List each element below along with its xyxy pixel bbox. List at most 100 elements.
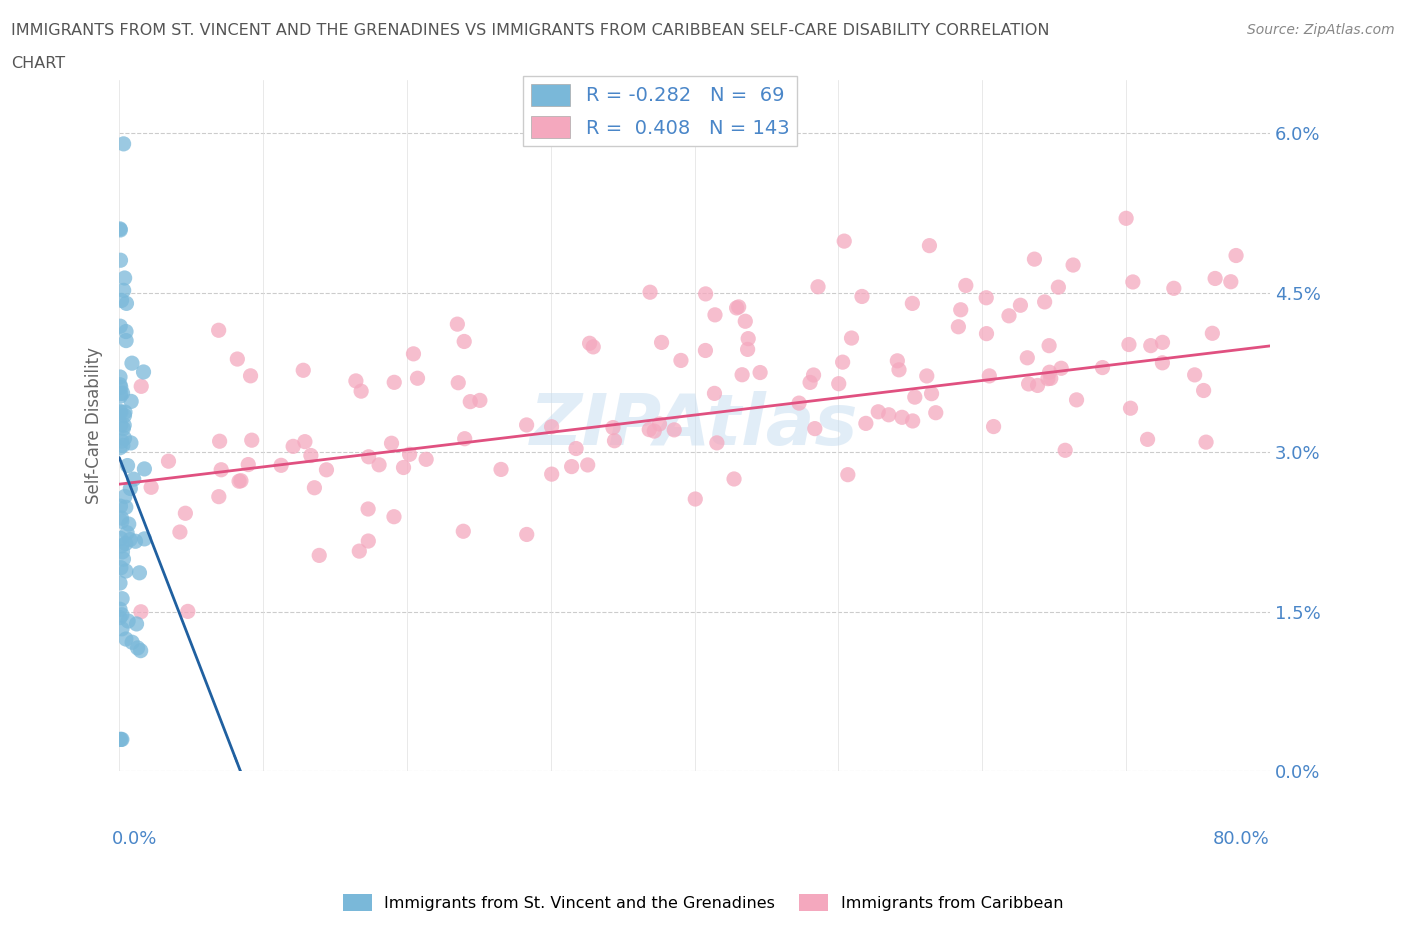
Point: [117, 458, 139, 473]
Point: [565, 441, 588, 456]
Point: [1163, 281, 1185, 296]
Point: [1026, 378, 1049, 392]
Point: [121, 635, 143, 650]
Point: [664, 422, 686, 437]
Point: [787, 395, 810, 410]
Point: [110, 389, 132, 404]
Point: [110, 386, 132, 401]
Point: [120, 435, 142, 450]
Point: [111, 544, 134, 559]
Point: [108, 221, 131, 236]
Point: [129, 379, 152, 393]
Point: [110, 418, 132, 432]
Point: [110, 531, 132, 546]
Point: [315, 462, 337, 477]
Point: [734, 313, 756, 328]
Point: [238, 458, 260, 472]
Point: [447, 376, 470, 391]
Point: [921, 386, 943, 401]
Point: [901, 296, 924, 311]
Point: [110, 560, 132, 575]
Point: [468, 393, 491, 408]
Point: [239, 368, 262, 383]
Point: [1038, 339, 1060, 353]
Point: [918, 238, 941, 253]
Point: [979, 368, 1001, 383]
Point: [901, 414, 924, 429]
Point: [1038, 365, 1060, 379]
Point: [108, 319, 131, 334]
Point: [723, 472, 745, 486]
Point: [110, 732, 132, 747]
Point: [112, 418, 135, 432]
Point: [983, 419, 1005, 434]
Point: [111, 386, 134, 401]
Point: [685, 492, 707, 507]
Point: [855, 416, 877, 431]
Point: [1010, 298, 1032, 312]
Point: [1047, 280, 1070, 295]
Point: [1136, 432, 1159, 446]
Point: [392, 460, 415, 475]
Point: [380, 436, 402, 451]
Point: [1018, 377, 1040, 392]
Point: [695, 343, 717, 358]
Point: [1192, 383, 1215, 398]
Legend: R = -0.282   N =  69, R =  0.408   N = 143: R = -0.282 N = 69, R = 0.408 N = 143: [523, 76, 797, 146]
Point: [114, 405, 136, 419]
Text: Source: ZipAtlas.com: Source: ZipAtlas.com: [1247, 23, 1395, 37]
Point: [110, 222, 132, 237]
Point: [114, 271, 136, 286]
Point: [139, 480, 162, 495]
Point: [727, 299, 749, 314]
Text: CHART: CHART: [11, 56, 65, 71]
Point: [955, 278, 977, 293]
Point: [357, 501, 380, 516]
Legend: Immigrants from St. Vincent and the Grenadines, Immigrants from Caribbean: Immigrants from St. Vincent and the Gren…: [336, 887, 1070, 917]
Point: [134, 531, 156, 546]
Point: [121, 356, 143, 371]
Point: [540, 467, 562, 482]
Point: [453, 334, 475, 349]
Point: [1152, 355, 1174, 370]
Text: 0.0%: 0.0%: [112, 830, 157, 848]
Point: [1122, 274, 1144, 289]
Point: [998, 309, 1021, 324]
Point: [308, 548, 330, 563]
Point: [851, 289, 873, 304]
Point: [115, 296, 138, 311]
Point: [118, 517, 141, 532]
Point: [174, 506, 197, 521]
Point: [803, 367, 825, 382]
Point: [446, 317, 468, 332]
Point: [877, 407, 900, 422]
Point: [208, 323, 231, 338]
Point: [350, 384, 373, 399]
Point: [229, 473, 252, 488]
Point: [638, 285, 661, 299]
Point: [453, 524, 475, 538]
Point: [799, 375, 821, 390]
Point: [1201, 326, 1223, 340]
Point: [292, 363, 315, 378]
Point: [112, 421, 135, 436]
Point: [578, 336, 600, 351]
Point: [115, 324, 138, 339]
Point: [110, 405, 132, 419]
Point: [1204, 271, 1226, 286]
Point: [516, 418, 538, 432]
Point: [115, 525, 138, 540]
Point: [112, 551, 135, 566]
Point: [110, 379, 132, 394]
Point: [1115, 211, 1137, 226]
Point: [704, 308, 727, 323]
Point: [576, 458, 599, 472]
Point: [1024, 252, 1046, 267]
Point: [458, 394, 481, 409]
Point: [111, 621, 134, 636]
Point: [949, 302, 972, 317]
Point: [117, 614, 139, 629]
Point: [398, 447, 420, 462]
Point: [111, 732, 134, 747]
Point: [108, 378, 131, 392]
